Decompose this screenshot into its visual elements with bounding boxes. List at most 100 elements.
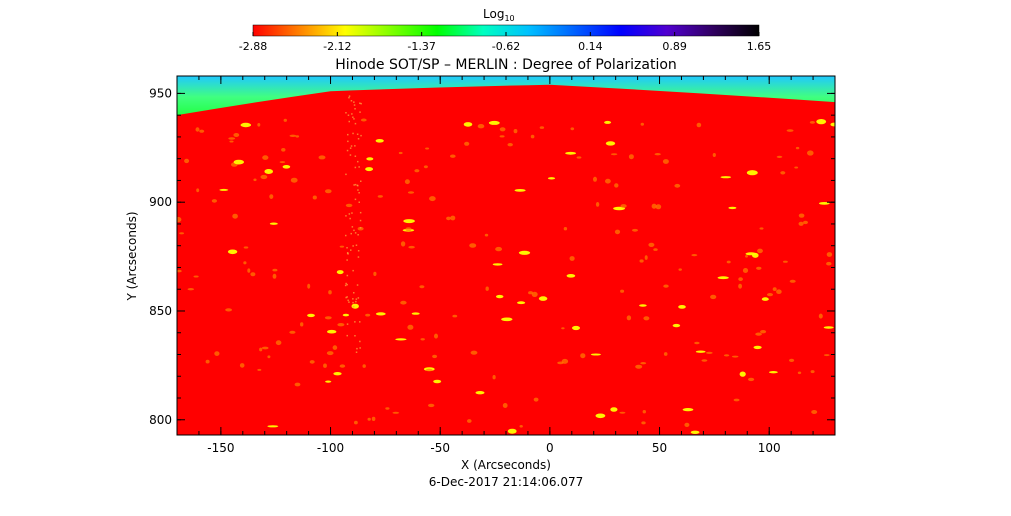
polarization-feature [818, 313, 823, 319]
scan-artifact [357, 138, 360, 140]
scan-artifact [346, 259, 348, 261]
polarization-feature [570, 127, 575, 131]
polarization-feature [769, 371, 778, 374]
polarization-feature [780, 171, 786, 175]
polarization-feature [233, 159, 244, 165]
polarization-feature [262, 155, 269, 160]
scan-artifact [355, 300, 357, 303]
x-tick-label: -150 [207, 441, 234, 455]
polarization-feature [403, 219, 415, 224]
polarization-feature [753, 345, 762, 350]
polarization-feature [318, 155, 326, 160]
scan-artifact [344, 284, 347, 287]
polarization-feature [797, 371, 802, 375]
polarization-feature [279, 161, 286, 164]
polarization-feature [337, 323, 345, 327]
polarization-feature [327, 329, 337, 334]
polarization-feature [196, 188, 200, 193]
polarization-feature [463, 122, 473, 127]
polarization-feature [816, 119, 827, 125]
polarization-feature [243, 246, 249, 249]
y-tick-label: 850 [149, 304, 172, 318]
polarization-feature [275, 340, 282, 346]
scan-artifact [353, 184, 355, 186]
scan-artifact [346, 323, 349, 325]
scan-artifact [348, 213, 351, 215]
colorbar-tick-label: -1.37 [407, 40, 435, 53]
polarization-feature [701, 359, 708, 362]
polarization-feature [400, 300, 407, 305]
scan-artifact [350, 145, 353, 147]
polarization-feature [419, 285, 425, 289]
scan-artifact [347, 299, 349, 302]
polarization-feature [404, 179, 410, 185]
polarization-feature [259, 347, 263, 352]
polarization-feature [610, 407, 618, 412]
polarization-feature [738, 277, 743, 281]
scan-artifact [351, 226, 354, 228]
polarization-feature [408, 245, 415, 249]
polarization-feature [755, 332, 762, 336]
polarization-feature [177, 269, 182, 273]
polarization-feature [351, 303, 359, 309]
polarization-feature [776, 155, 783, 158]
polarization-feature [561, 327, 565, 330]
scan-artifact [353, 101, 355, 103]
polarization-feature [605, 141, 616, 146]
polarization-feature [289, 330, 296, 334]
polarization-feature [605, 178, 611, 184]
polarization-feature [604, 120, 612, 124]
polarization-feature [492, 375, 496, 380]
polarization-feature [726, 260, 731, 264]
polarization-feature [323, 363, 327, 368]
polarization-feature [748, 377, 755, 382]
polarization-feature [643, 316, 650, 321]
polarization-feature [572, 325, 580, 331]
polarization-feature [745, 254, 748, 258]
scan-artifact [352, 301, 354, 304]
scan-artifact [352, 298, 354, 300]
polarization-feature [425, 147, 430, 150]
scan-artifact [354, 183, 357, 186]
polarization-feature [485, 286, 489, 291]
polarization-feature [705, 351, 713, 354]
scan-artifact [351, 212, 353, 214]
polarization-feature [272, 268, 278, 272]
scan-artifact [345, 173, 347, 176]
chart-title: Hinode SOT/SP – MERLIN : Degree of Polar… [335, 57, 677, 73]
polarization-feature [269, 222, 278, 225]
polarization-feature [179, 232, 185, 235]
polarization-feature [312, 195, 317, 200]
polarization-feature [653, 248, 658, 251]
polarization-feature [281, 148, 286, 152]
polarization-feature [789, 358, 795, 362]
polarization-feature [187, 288, 194, 291]
polarization-feature [690, 430, 700, 434]
polarization-feature [518, 250, 531, 255]
polarization-feature [826, 261, 832, 266]
polarization-feature [260, 174, 268, 180]
polarization-feature [663, 352, 668, 356]
x-tick-label: -100 [317, 441, 344, 455]
scan-artifact [356, 184, 359, 187]
colorbar-tick-label: 0.89 [662, 40, 687, 53]
polarization-feature [243, 261, 247, 265]
polarization-feature [261, 346, 269, 350]
scan-artifact [355, 244, 358, 246]
polarization-feature [499, 135, 505, 138]
polarization-feature [761, 297, 769, 301]
polarization-feature [375, 312, 386, 316]
polarization-feature [405, 227, 412, 232]
polarization-feature [492, 263, 503, 266]
scan-artifact [357, 256, 360, 258]
polarization-feature [619, 411, 626, 414]
polarization-feature [233, 133, 240, 137]
polarization-feature [712, 153, 716, 157]
scan-artifact [359, 340, 361, 343]
polarization-feature [326, 351, 334, 356]
polarization-feature [295, 135, 300, 138]
polarization-feature [425, 368, 433, 372]
magnetic-features [177, 95, 835, 434]
x-axis: -150 -100 -50 0 50 100 [176, 76, 836, 455]
polarization-feature [807, 150, 814, 156]
